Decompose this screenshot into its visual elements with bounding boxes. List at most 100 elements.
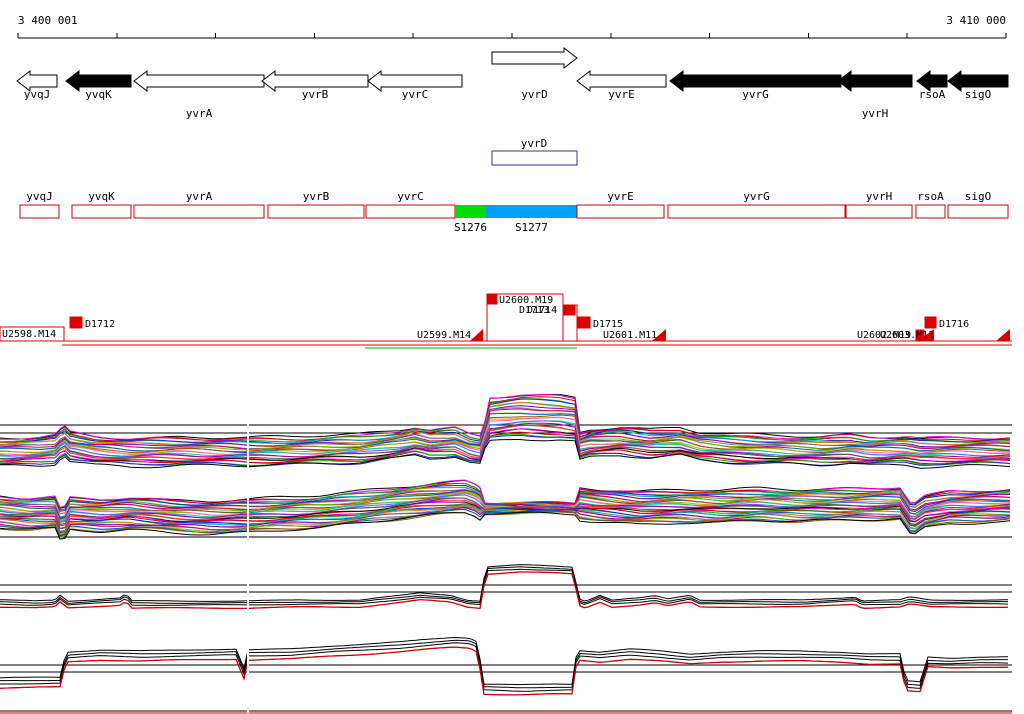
- segment-yvrA[interactable]: [133, 204, 265, 219]
- probe-label-0: U2598.M14: [2, 329, 56, 340]
- segment-yvrH[interactable]: [845, 204, 913, 219]
- probe-label-4: D1713: [519, 305, 549, 316]
- trace-tiling-array-signals-upper-25: [0, 439, 1011, 469]
- gene-arrow-rsoA[interactable]: [916, 69, 948, 93]
- trace-tiling-array-signals-upper-7: [0, 405, 1011, 448]
- probe-label-7: U2601.M11: [603, 330, 657, 341]
- segment-label-rsoA: rsoA: [917, 190, 944, 203]
- segment-yvrE[interactable]: [576, 204, 665, 219]
- probe-track: U2598.M14D1712U2599.M14U2600.M19D1713D17…: [0, 293, 1012, 349]
- segment-yvrG[interactable]: [667, 204, 846, 219]
- trace-tiling-array-signals-lower-6: [0, 486, 1011, 515]
- probe-label-1: D1712: [85, 319, 115, 330]
- segment-S1277[interactable]: [486, 205, 577, 218]
- segment-label-S1276: S1276: [454, 221, 487, 234]
- gene-label-yvrA: yvrA: [186, 107, 213, 120]
- panel-condition-profile-lower: [0, 636, 1012, 714]
- ruler-start-label: 3 400 001: [18, 14, 78, 27]
- trace-tiling-array-signals-upper-8: [0, 407, 1011, 449]
- yvrd-feature-track: yvrD: [491, 137, 578, 166]
- segment-label-yvrC: yvrC: [397, 190, 424, 203]
- segment-yvqK[interactable]: [71, 204, 132, 219]
- gene-arrow-yvrH[interactable]: [837, 69, 913, 93]
- segment-label-yvrE: yvrE: [607, 190, 634, 203]
- segment-S1276[interactable]: [455, 205, 486, 218]
- gene-label-yvrE: yvrE: [608, 88, 635, 101]
- ruler-end-label: 3 410 000: [946, 14, 1006, 27]
- trace-condition-profile-upper-3: [0, 571, 1009, 610]
- gene-label-sigO: sigO: [965, 88, 992, 101]
- segment-label-sigO: sigO: [965, 190, 992, 203]
- segment-label-yvrA: yvrA: [186, 190, 213, 203]
- segment-yvrB[interactable]: [267, 204, 365, 219]
- trace-condition-profile-lower-3: [0, 646, 1009, 696]
- expression-chart-panels: [0, 393, 1012, 714]
- trace-tiling-array-signals-upper-5: [0, 401, 1010, 446]
- segment-yvqJ[interactable]: [19, 204, 60, 219]
- segment-label-yvrB: yvrB: [303, 190, 330, 203]
- trace-tiling-array-signals-upper-6: [0, 401, 1011, 447]
- gene-arrow-track: yvqJ yvqK yvrA yvrB yvrC yvrD yvrE yvrG yvrH rsoA…: [16, 46, 1009, 120]
- segment-rsoA[interactable]: [915, 204, 946, 219]
- segment-sigO[interactable]: [947, 204, 1009, 219]
- panel-tiling-array-signals-lower: [0, 479, 1012, 540]
- segment-yvrC[interactable]: [365, 204, 456, 219]
- gene-label-yvrD: yvrD: [521, 88, 548, 101]
- gene-label-yvrH: yvrH: [862, 107, 889, 120]
- gene-label-yvrG: yvrG: [742, 88, 769, 101]
- trace-tiling-array-signals-upper-22: [0, 431, 1011, 465]
- probe-label-3: U2600.M19: [499, 295, 553, 306]
- trace-condition-profile-lower-2: [0, 636, 1009, 686]
- probe-label-8: U2602.M19: [857, 330, 911, 341]
- probe-mark-0[interactable]: [69, 316, 83, 329]
- probe-label-9: U2603.M11: [880, 330, 934, 341]
- gene-arrow-yvqK[interactable]: [65, 69, 132, 93]
- probe-label-2: U2599.M14: [417, 330, 471, 341]
- probe-mark-4[interactable]: [577, 316, 591, 329]
- trace-tiling-array-signals-upper-16: [0, 420, 1011, 458]
- trace-tiling-array-signals-upper-21: [0, 428, 1011, 464]
- panel-condition-profile-upper: [0, 564, 1012, 610]
- probe-mark-2[interactable]: [486, 293, 498, 305]
- probe-mark-8[interactable]: [918, 329, 934, 341]
- segment-track: yvqJ yvqK yvrA yvrB yvrC S1276 S1277 yvrE yvrG yv…: [19, 190, 1009, 234]
- probe-label-5: D1714: [527, 305, 557, 316]
- probe-mark-9[interactable]: [996, 329, 1010, 341]
- trace-condition-profile-lower-1: [0, 639, 1008, 689]
- segment-label-S1277: S1277: [515, 221, 548, 234]
- gene-label-yvqK: yvqK: [85, 88, 112, 101]
- yvrd-feature-label: yvrD: [521, 137, 548, 150]
- gene-arrow-yvrD[interactable]: [491, 46, 578, 70]
- probe-mark-5[interactable]: [652, 329, 666, 341]
- trace-tiling-array-signals-upper-4: [0, 398, 1011, 445]
- probe-label-10: D1716: [939, 319, 969, 330]
- gene-arrow-yvrE[interactable]: [576, 69, 667, 93]
- gene-arrow-yvrC[interactable]: [367, 69, 463, 93]
- probe-mark-3[interactable]: [562, 304, 576, 316]
- trace-condition-profile-upper-0: [0, 568, 1009, 606]
- gene-label-rsoA: rsoA: [919, 88, 946, 101]
- segment-label-yvrH: yvrH: [866, 190, 893, 203]
- probe-mark-7[interactable]: [924, 316, 937, 329]
- trace-tiling-array-signals-upper-19: [0, 425, 1011, 462]
- probe-mark-1[interactable]: [470, 329, 483, 341]
- segment-label-yvqJ: yvqJ: [26, 190, 53, 203]
- trace-tiling-array-signals-upper-23: [0, 433, 1011, 466]
- panel-tiling-array-signals-upper: [0, 393, 1012, 469]
- segment-label-yvqK: yvqK: [88, 190, 115, 203]
- trace-tiling-array-signals-upper-12: [0, 414, 1010, 454]
- yvrd-feature-box[interactable]: [491, 150, 578, 166]
- segment-label-yvrG: yvrG: [743, 190, 770, 203]
- gene-label-yvrC: yvrC: [402, 88, 429, 101]
- probe-region-box-0[interactable]: [0, 326, 65, 342]
- gene-label-yvqJ: yvqJ: [24, 88, 51, 101]
- gene-arrow-yvrA[interactable]: [133, 69, 265, 93]
- coordinate-ruler: 3 400 001 3 410 000: [17, 14, 1007, 39]
- trace-condition-profile-upper-2: [0, 564, 1009, 602]
- trace-tiling-array-signals-upper-13: [0, 416, 1011, 456]
- column-divider: [247, 393, 249, 713]
- gene-arrow-yvqJ[interactable]: [16, 69, 58, 93]
- gene-arrow-sigO[interactable]: [947, 69, 1009, 93]
